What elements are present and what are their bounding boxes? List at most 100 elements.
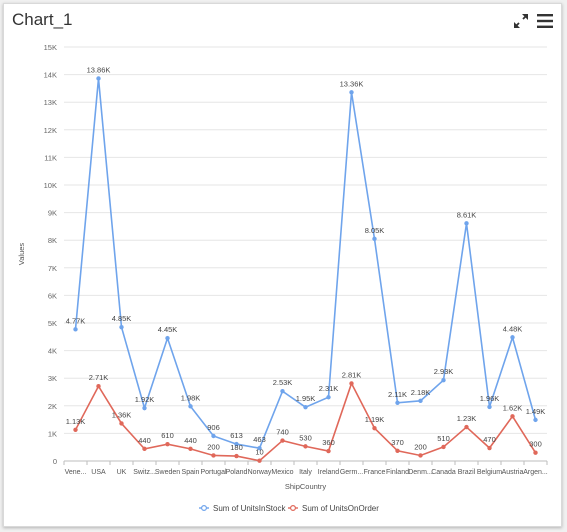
data-label: 906 (207, 423, 220, 432)
data-point (326, 395, 331, 400)
data-label: 613 (230, 431, 243, 440)
data-point (395, 448, 400, 453)
data-label: 1.49K (526, 407, 546, 416)
data-label: 440 (184, 436, 197, 445)
y-tick-label: 1K (48, 429, 57, 438)
data-label: 360 (322, 438, 335, 447)
legend-label: Sum of UnitsInStock (213, 504, 286, 513)
data-point (119, 324, 124, 330)
data-point (234, 441, 239, 447)
data-point (326, 448, 331, 454)
y-tick-label: 8K (48, 236, 57, 245)
data-point (142, 405, 147, 411)
data-point (188, 404, 193, 409)
data-label: 1.92K (135, 395, 155, 404)
data-point (487, 404, 492, 410)
data-point (441, 444, 446, 450)
x-tick-label: UK (117, 469, 127, 476)
x-tick-label: Austria (502, 469, 524, 476)
data-point (510, 414, 515, 419)
data-label: 1.96K (480, 394, 500, 403)
data-point (165, 441, 170, 447)
hamburger-menu-icon[interactable] (536, 12, 554, 30)
data-label: 10 (255, 448, 263, 457)
data-label: 1.23K (457, 414, 477, 423)
data-label: 740 (276, 428, 289, 437)
data-label: 2.71K (89, 373, 109, 382)
data-label: 8.05K (365, 226, 385, 235)
x-tick-label: Brazil (458, 469, 476, 476)
data-label: 4.85K (112, 314, 132, 323)
data-label: 4.48K (503, 324, 523, 333)
series-line (74, 78, 537, 450)
legend-marker (201, 505, 208, 512)
data-point (257, 458, 262, 463)
data-point (349, 90, 354, 95)
legend-label: Sum of UnitsOnOrder (302, 504, 379, 513)
x-tick-label: Germ... (340, 469, 363, 476)
x-tick-label: Sweden (155, 469, 180, 476)
x-tick-label: USA (91, 469, 106, 476)
data-point (372, 425, 377, 431)
data-label: 1.95K (296, 394, 316, 403)
y-tick-label: 9K (48, 209, 57, 218)
widget-title: Chart_1 (12, 10, 73, 29)
data-point (303, 444, 308, 449)
x-tick-label: Ireland (318, 469, 340, 476)
x-tick-label: Denm... (408, 469, 433, 476)
data-point (533, 450, 538, 455)
y-tick-label: 13K (44, 98, 57, 107)
y-tick-label: 12K (44, 126, 57, 135)
x-tick-label: Canada (431, 469, 456, 476)
data-label: 610 (161, 431, 174, 440)
data-point (280, 388, 285, 394)
data-label: 2.18K (411, 388, 431, 397)
data-point (418, 453, 423, 458)
data-label: 1.13K (66, 417, 86, 426)
y-tick-label: 10K (44, 181, 57, 190)
y-tick-label: 0 (53, 457, 57, 466)
x-tick-label: Vene... (65, 469, 87, 476)
data-label: 2.53K (273, 378, 293, 387)
y-tick-label: 11K (44, 153, 57, 162)
data-label: 440 (138, 436, 151, 445)
y-tick-label: 7K (48, 264, 57, 273)
data-point (188, 446, 193, 452)
data-label: 200 (414, 442, 427, 451)
data-label: 8.61K (457, 210, 477, 219)
data-point (142, 446, 147, 452)
expand-icon[interactable] (512, 12, 530, 30)
data-point (73, 327, 78, 332)
x-tick-label: Finland (386, 469, 409, 476)
data-point (441, 377, 446, 383)
data-label: 4.45K (158, 325, 178, 334)
x-tick-label: Switz... (133, 469, 156, 476)
data-label: 530 (299, 433, 312, 442)
data-label: 1.62K (503, 403, 523, 412)
data-point (418, 398, 423, 404)
data-point (119, 421, 124, 426)
y-axis-title: Values (17, 243, 26, 266)
data-point (464, 424, 469, 430)
data-label: 4.77K (66, 316, 86, 325)
data-point (165, 335, 170, 341)
x-tick-label: Italy (299, 469, 312, 476)
x-tick-label: France (364, 469, 386, 476)
data-point (533, 417, 538, 423)
data-point (211, 433, 216, 439)
x-tick-label: Argen... (523, 469, 548, 476)
legend-marker (290, 505, 297, 512)
data-label: 510 (437, 434, 450, 443)
data-point (280, 438, 285, 443)
y-tick-label: 2K (48, 402, 57, 411)
y-tick-label: 3K (48, 374, 57, 383)
data-label: 2.81K (342, 370, 362, 379)
x-tick-label: Portugal (200, 469, 227, 476)
data-label: 470 (483, 435, 496, 444)
line-chart: 0 1K 2K 3K 4K 5K 6K 7K 8K 9K 10K 11K 12K 13K 14K 15K Ven… (17, 43, 548, 513)
x-tick-label: Norway (248, 469, 272, 476)
data-label: 370 (391, 438, 404, 447)
chart-widget: Chart_1 0 1K 2K 3K 4K 5K 6K 7K 8K 9K 10K 11K 12K 13K 1… (3, 3, 562, 527)
data-label: 300 (529, 440, 542, 449)
data-label: 2.93K (434, 367, 454, 376)
